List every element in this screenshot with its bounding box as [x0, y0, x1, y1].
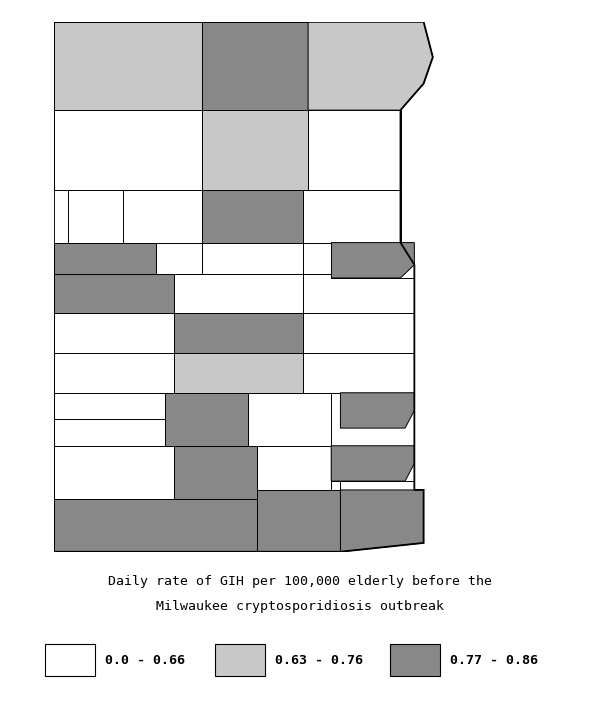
Polygon shape	[54, 419, 165, 446]
Text: Daily rate of GIH per 100,000 elderly before the: Daily rate of GIH per 100,000 elderly be…	[108, 575, 492, 588]
Polygon shape	[54, 314, 174, 353]
Polygon shape	[308, 22, 433, 110]
Bar	[45, 644, 95, 676]
Polygon shape	[202, 110, 308, 189]
Polygon shape	[174, 314, 304, 353]
Polygon shape	[165, 393, 248, 446]
Polygon shape	[340, 490, 424, 552]
Polygon shape	[54, 499, 257, 552]
Polygon shape	[54, 353, 174, 393]
Bar	[390, 644, 440, 676]
Polygon shape	[174, 274, 304, 314]
Polygon shape	[331, 242, 415, 278]
Polygon shape	[331, 446, 415, 481]
Polygon shape	[54, 446, 174, 499]
Polygon shape	[304, 353, 415, 393]
Text: 0.63 - 0.76: 0.63 - 0.76	[275, 653, 363, 666]
Polygon shape	[257, 446, 331, 499]
Polygon shape	[202, 242, 304, 274]
Text: 0.77 - 0.86: 0.77 - 0.86	[450, 653, 538, 666]
Polygon shape	[340, 393, 415, 428]
Polygon shape	[248, 393, 331, 446]
Polygon shape	[54, 22, 202, 110]
Polygon shape	[124, 189, 202, 242]
Bar	[215, 644, 265, 676]
Polygon shape	[340, 481, 415, 490]
Polygon shape	[174, 353, 304, 393]
Polygon shape	[68, 189, 124, 242]
Polygon shape	[54, 274, 174, 314]
Polygon shape	[155, 242, 202, 274]
Polygon shape	[202, 22, 308, 110]
Polygon shape	[308, 110, 401, 189]
Polygon shape	[54, 242, 155, 274]
Polygon shape	[174, 446, 257, 499]
Text: 0.0 - 0.66: 0.0 - 0.66	[105, 653, 185, 666]
Polygon shape	[257, 490, 340, 552]
Polygon shape	[304, 274, 415, 314]
Polygon shape	[331, 393, 415, 446]
Polygon shape	[331, 481, 405, 499]
Polygon shape	[304, 189, 401, 242]
Polygon shape	[54, 393, 165, 419]
Text: Milwaukee cryptosporidiosis outbreak: Milwaukee cryptosporidiosis outbreak	[156, 600, 444, 613]
Polygon shape	[304, 314, 415, 353]
Polygon shape	[202, 189, 304, 242]
Polygon shape	[304, 242, 331, 274]
Polygon shape	[54, 110, 202, 189]
